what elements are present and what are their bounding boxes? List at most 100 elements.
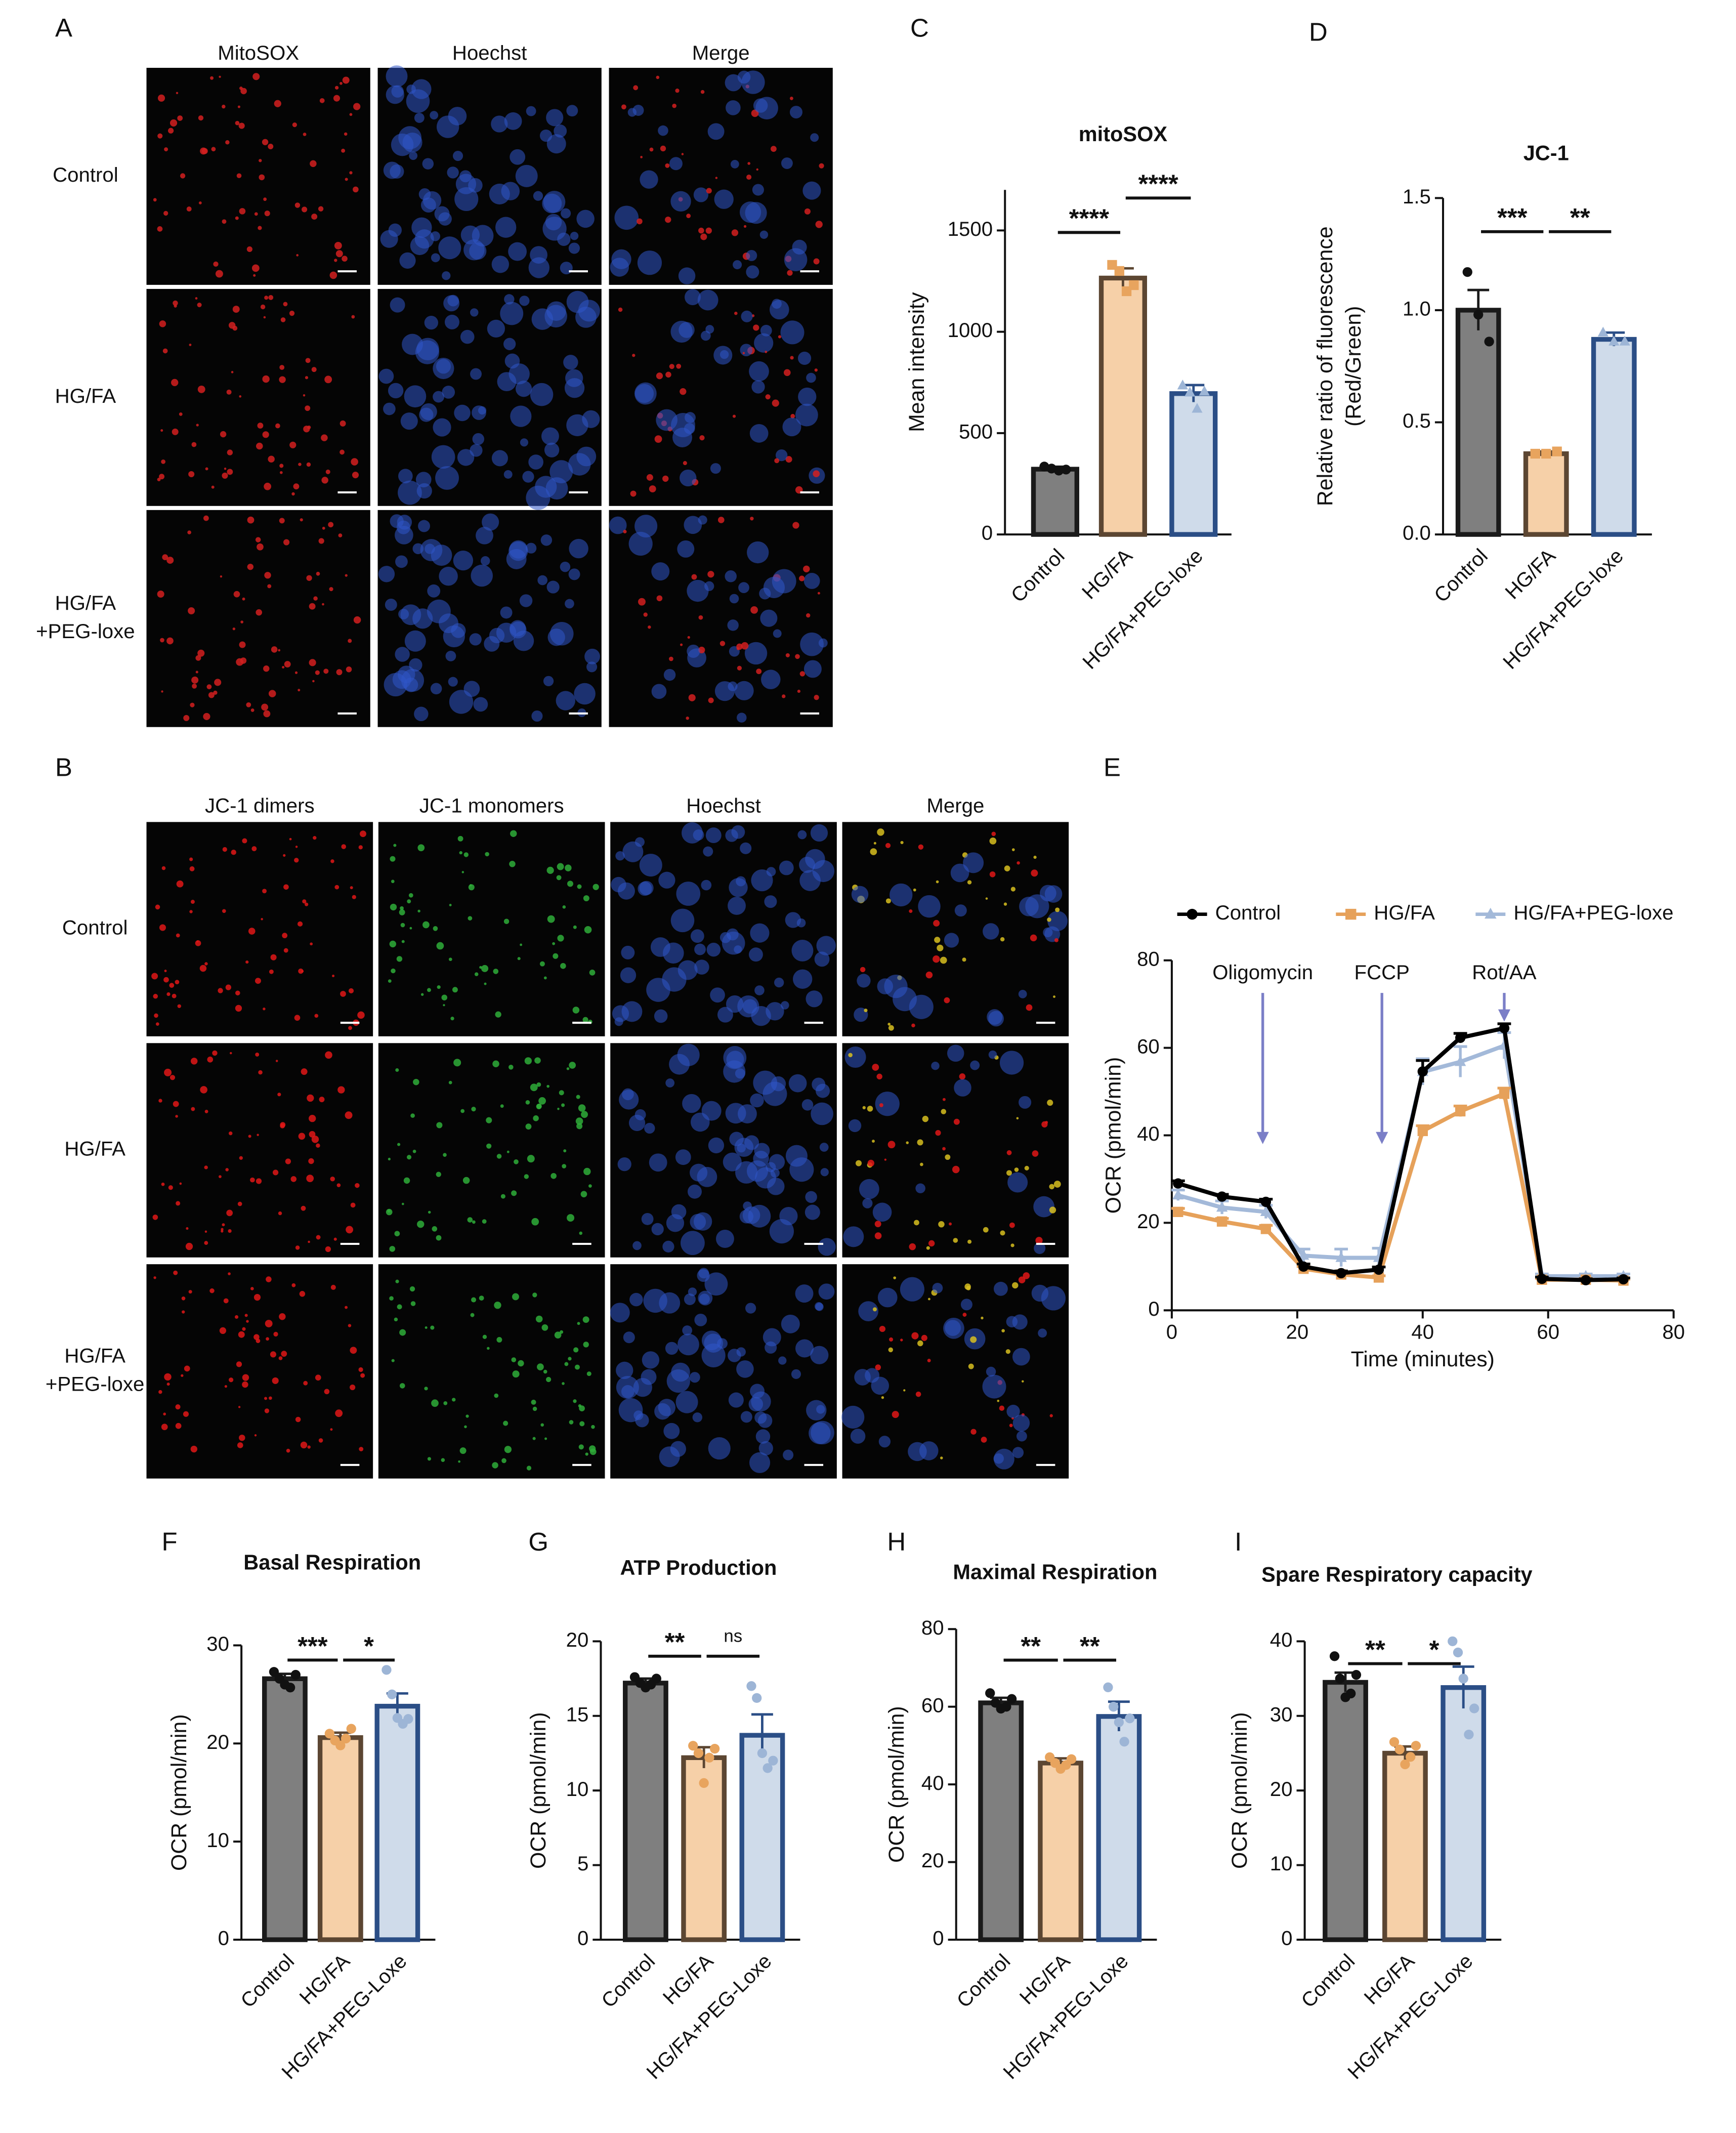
cell-signal xyxy=(302,206,308,213)
cell-signal xyxy=(686,716,689,720)
cell-signal xyxy=(467,1217,473,1223)
cell-signal xyxy=(856,1160,862,1166)
cell-signal xyxy=(583,1167,591,1176)
cell-signal xyxy=(408,893,413,898)
cell-signal xyxy=(173,1101,179,1107)
cell-signal xyxy=(708,697,714,703)
cell-signal xyxy=(433,926,438,931)
cell-signal xyxy=(306,1175,314,1182)
cell-signal xyxy=(928,1240,935,1247)
arrow-head xyxy=(1376,1132,1388,1144)
cell-signal xyxy=(164,1068,172,1076)
cell-signal xyxy=(663,942,684,964)
cell-signal xyxy=(348,988,354,994)
cell-signal xyxy=(962,1313,967,1317)
cell-signal xyxy=(346,666,352,673)
cell-signal xyxy=(283,948,288,953)
cell-signal xyxy=(819,163,824,169)
cell-signal xyxy=(437,985,441,989)
cell-signal xyxy=(345,178,348,181)
cell-signal xyxy=(573,1347,579,1353)
cell-signal xyxy=(741,310,753,322)
cell-signal xyxy=(586,661,598,673)
cell-signal xyxy=(810,824,828,842)
cell-signal xyxy=(305,405,311,411)
cell-signal xyxy=(509,1065,514,1070)
cell-signal xyxy=(900,1339,903,1342)
cell-signal xyxy=(535,1315,543,1323)
cell-signal xyxy=(153,993,158,999)
cell-signal xyxy=(471,1297,477,1303)
cell-signal xyxy=(682,1325,693,1335)
data-point xyxy=(1006,1694,1017,1704)
cell-signal xyxy=(242,597,245,601)
cell-signal xyxy=(526,542,537,554)
cell-signal xyxy=(592,884,599,890)
cell-signal xyxy=(386,86,404,104)
cell-signal xyxy=(789,1157,814,1182)
cell-signal xyxy=(247,563,254,570)
cell-signal xyxy=(263,665,270,672)
cell-signal xyxy=(749,424,769,443)
y-tick-label: 0 xyxy=(1148,1298,1159,1320)
cell-signal xyxy=(528,454,543,470)
cell-signal xyxy=(649,147,654,152)
cell-signal xyxy=(465,1414,469,1418)
cell-signal xyxy=(395,1279,399,1283)
cell-signal xyxy=(854,1369,871,1386)
bar-chart: G ATP Production 0 5 10 15 20 OCR (pmol/min) Con… xyxy=(526,1527,800,2083)
cell-signal xyxy=(809,1422,831,1444)
cell-signal xyxy=(917,1139,923,1146)
cell-signal xyxy=(275,423,280,429)
cell-signal xyxy=(509,540,528,559)
cell-signal xyxy=(944,997,950,1003)
cell-signal xyxy=(551,1173,557,1179)
cell-signal xyxy=(874,1221,881,1228)
annotation: FCCP xyxy=(1354,961,1410,984)
cell-signal xyxy=(416,483,432,499)
cell-signal xyxy=(316,1143,320,1148)
cell-signal xyxy=(564,1362,569,1366)
cell-signal xyxy=(519,296,530,306)
cell-signal xyxy=(568,242,580,254)
cell-signal xyxy=(918,844,924,850)
cell-signal xyxy=(486,1143,492,1149)
data-point xyxy=(1109,1702,1119,1712)
cell-signal xyxy=(857,974,871,988)
cell-signal xyxy=(309,1131,316,1138)
cell-signal xyxy=(766,867,776,876)
cell-signal xyxy=(665,371,671,378)
cell-signal xyxy=(732,414,736,418)
cell-signal xyxy=(353,616,361,624)
cell-signal xyxy=(238,122,245,129)
cell-signal xyxy=(877,828,884,836)
cell-signal xyxy=(342,256,348,262)
cell-signal xyxy=(239,86,243,90)
cell-signal xyxy=(228,1272,231,1275)
cell-signal xyxy=(649,1153,667,1172)
cell-signal xyxy=(811,1102,833,1125)
data-point xyxy=(1541,448,1551,459)
cell-signal xyxy=(611,876,626,893)
cell-signal xyxy=(309,603,316,610)
cell-signal xyxy=(800,632,824,656)
cell-signal xyxy=(321,434,328,441)
cell-signal xyxy=(302,899,307,904)
cell-signal xyxy=(506,1150,510,1153)
cell-signal xyxy=(665,1078,675,1088)
cell-signal xyxy=(761,670,781,689)
cell-signal xyxy=(1034,1242,1046,1254)
x-tick-label: Control xyxy=(236,1950,299,2012)
cell-signal xyxy=(252,73,260,80)
y-axis-label: Relative ratio of fluorescence xyxy=(1313,226,1337,506)
data-point xyxy=(335,1740,346,1750)
cell-signal xyxy=(248,928,256,935)
cell-signal xyxy=(164,970,167,973)
cell-signal xyxy=(669,157,683,171)
x-tick-label: 40 xyxy=(1411,1321,1434,1344)
cell-signal xyxy=(318,206,324,212)
cell-signal xyxy=(305,376,309,380)
data-point xyxy=(699,1778,709,1788)
cell-signal xyxy=(503,918,510,924)
